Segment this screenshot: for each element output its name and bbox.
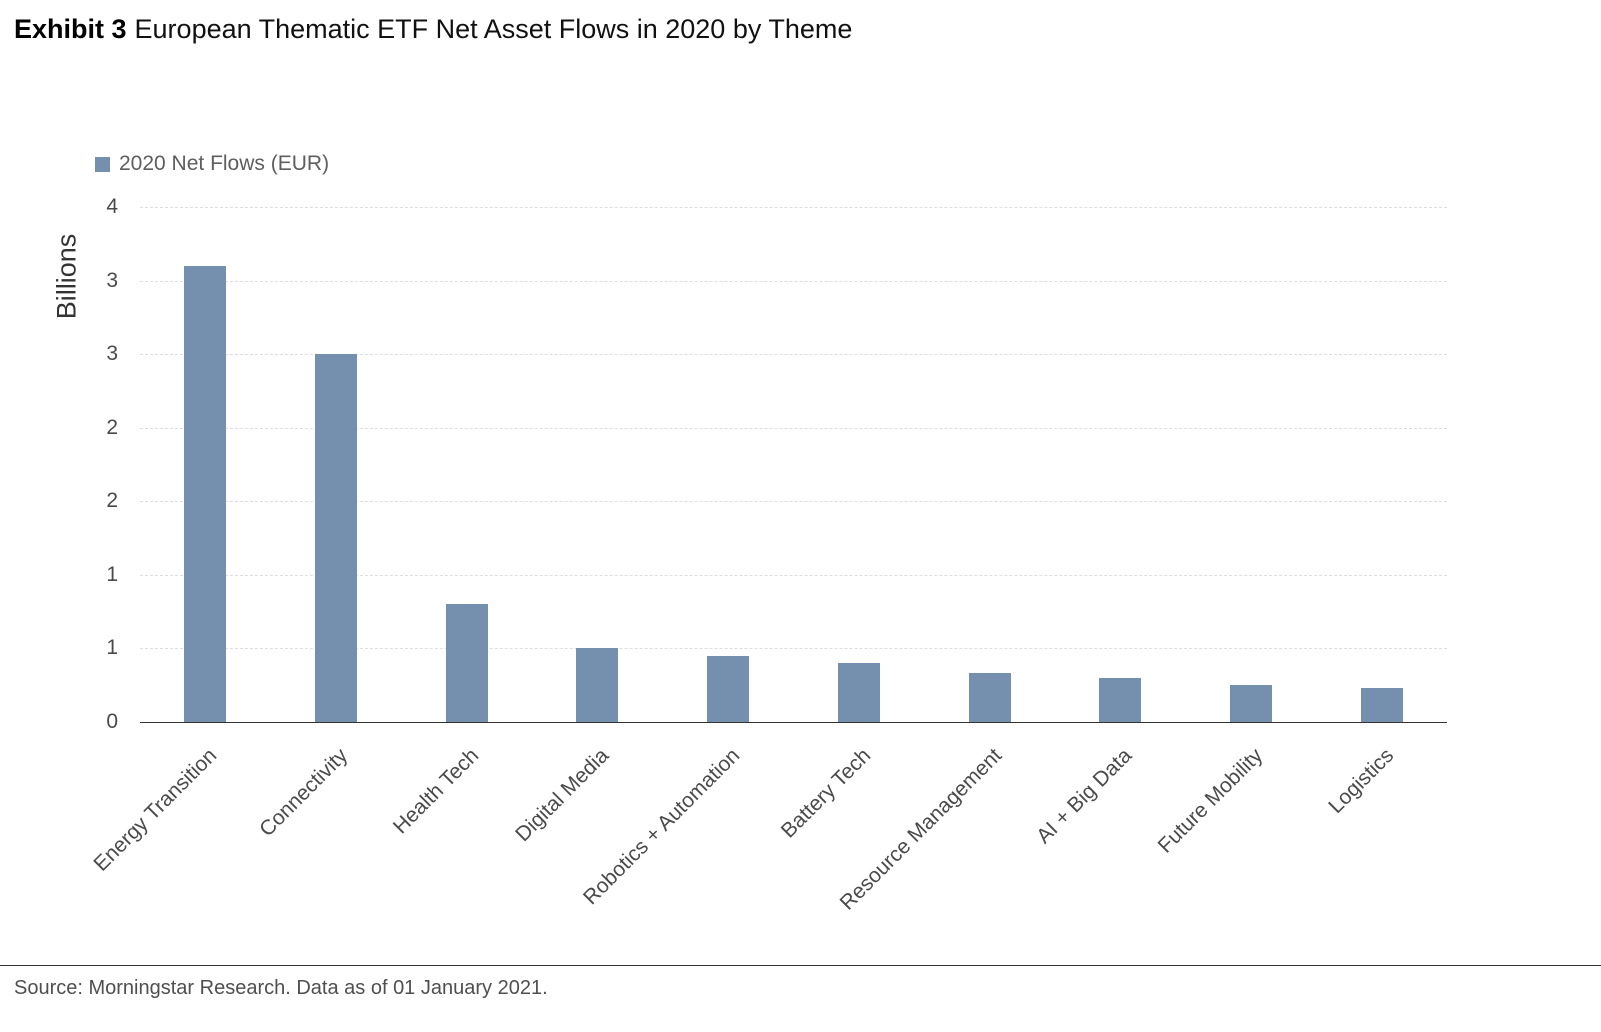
x-axis-label: Resource Management bbox=[835, 744, 1006, 915]
y-tick-label: 3 bbox=[106, 342, 118, 366]
y-tick-label: 2 bbox=[106, 489, 118, 513]
chart-title: Exhibit 3 European Thematic ETF Net Asset… bbox=[14, 14, 852, 45]
gridline bbox=[140, 207, 1447, 208]
y-tick-label: 0 bbox=[106, 710, 118, 733]
legend-swatch-icon bbox=[95, 156, 110, 172]
legend-label: 2020 Net Flows (EUR) bbox=[119, 152, 330, 175]
x-axis-label: Logistics bbox=[1323, 744, 1398, 819]
legend: 2020 Net Flows (EUR) bbox=[95, 152, 329, 176]
x-axis-label: Future Mobility bbox=[1153, 744, 1268, 858]
bar bbox=[576, 648, 619, 722]
gridline bbox=[140, 648, 1447, 650]
gridline bbox=[140, 427, 1447, 429]
x-axis-label: Robotics + Automation bbox=[579, 744, 745, 910]
plot-area bbox=[140, 207, 1447, 723]
x-axis-label: Digital Media bbox=[511, 744, 614, 847]
y-tick-label: 4 bbox=[106, 195, 118, 218]
bar bbox=[184, 265, 227, 722]
x-axis-label: AI + Big Data bbox=[1032, 744, 1137, 849]
y-tick-label: 3 bbox=[106, 268, 118, 292]
y-tick-label: 1 bbox=[106, 636, 118, 660]
x-axis-label: Energy Transition bbox=[89, 744, 222, 876]
bar bbox=[1099, 677, 1142, 722]
bar bbox=[837, 663, 880, 722]
bar bbox=[445, 604, 488, 722]
bar bbox=[1229, 685, 1272, 722]
gridline bbox=[140, 501, 1447, 503]
x-axis-label: Health Tech bbox=[388, 744, 484, 839]
y-tick-label: 1 bbox=[106, 562, 118, 586]
y-tick-label: 2 bbox=[106, 415, 118, 439]
bar bbox=[1360, 688, 1403, 722]
gridline bbox=[140, 574, 1447, 576]
bar bbox=[707, 655, 750, 722]
bar bbox=[968, 673, 1011, 722]
x-axis-label: Battery Tech bbox=[776, 744, 876, 843]
x-axis-line bbox=[140, 722, 1447, 723]
chart-title-text: European Thematic ETF Net Asset Flows in… bbox=[134, 14, 853, 44]
source-note: Source: Morningstar Research. Data as of… bbox=[14, 977, 548, 999]
x-axis-label: Connectivity bbox=[255, 744, 353, 842]
footer-divider bbox=[0, 965, 1601, 966]
gridline bbox=[140, 280, 1447, 282]
bar bbox=[315, 354, 358, 722]
gridline bbox=[140, 354, 1447, 356]
exhibit-number: Exhibit 3 bbox=[14, 14, 127, 44]
